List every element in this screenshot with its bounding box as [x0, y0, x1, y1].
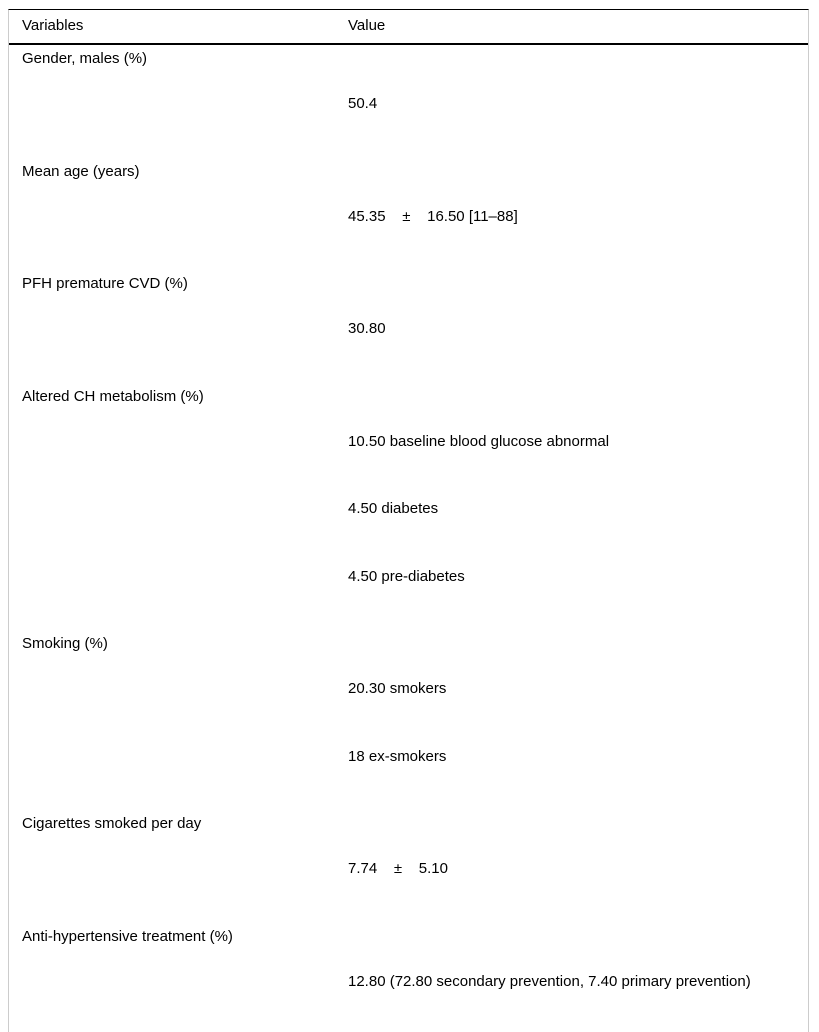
value-line: 4.50 diabetes: [348, 498, 808, 521]
value-line: 4.50 pre-diabetes: [348, 566, 808, 589]
variable-cell: Mean age (years): [9, 161, 348, 184]
value-cell: 45.35 ± 16.50 [11–88]: [348, 161, 808, 274]
value-line: 30.80: [348, 318, 808, 341]
variable-cell: Gender, males (%): [9, 48, 348, 71]
table-row: Cigarettes smoked per day 7.74 ± 5.10: [9, 813, 808, 926]
value-cell: 30.80: [348, 273, 808, 386]
value-line: 18 ex-smokers: [348, 746, 808, 769]
value-cell: 7.74 ± 5.10: [348, 813, 808, 926]
value-line: 45.35 ± 16.50 [11–88]: [348, 206, 808, 229]
table-row: Altered CH metabolism (%) 10.50 baseline…: [9, 386, 808, 634]
variable-cell: Altered CH metabolism (%): [9, 386, 348, 409]
value-cell: 50.4: [348, 48, 808, 161]
value-cell: 12.80 (72.80 secondary prevention, 7.40 …: [348, 926, 808, 1032]
value-line: 20.30 smokers: [348, 678, 808, 701]
variable-cell: Cigarettes smoked per day: [9, 813, 348, 836]
table-row: Smoking (%) 20.30 smokers 18 ex-smokers: [9, 633, 808, 813]
paper-table: Variables Value Gender, males (%) 50.4 M…: [8, 9, 809, 1032]
value-line: 50.4: [348, 93, 808, 116]
value-line: 12.80 (72.80 secondary prevention, 7.40 …: [348, 971, 808, 994]
table-body: Gender, males (%) 50.4 Mean age (years) …: [9, 45, 808, 1032]
value-cell: 10.50 baseline blood glucose abnormal 4.…: [348, 386, 808, 634]
column-header-variables: Variables: [9, 15, 348, 38]
value-cell: 20.30 smokers 18 ex-smokers: [348, 633, 808, 813]
variable-cell: Smoking (%): [9, 633, 348, 656]
table-row: Mean age (years) 45.35 ± 16.50 [11–88]: [9, 161, 808, 274]
table-row: Anti-hypertensive treatment (%) 12.80 (7…: [9, 926, 808, 1032]
table-header: Variables Value: [9, 10, 808, 45]
table-row: PFH premature CVD (%) 30.80: [9, 273, 808, 386]
value-line: 10.50 baseline blood glucose abnormal: [348, 431, 808, 454]
column-header-value: Value: [348, 15, 808, 38]
variable-cell: Anti-hypertensive treatment (%): [9, 926, 348, 949]
table-row: Gender, males (%) 50.4: [9, 48, 808, 161]
variable-cell: PFH premature CVD (%): [9, 273, 348, 296]
value-line: 7.74 ± 5.10: [348, 858, 808, 881]
